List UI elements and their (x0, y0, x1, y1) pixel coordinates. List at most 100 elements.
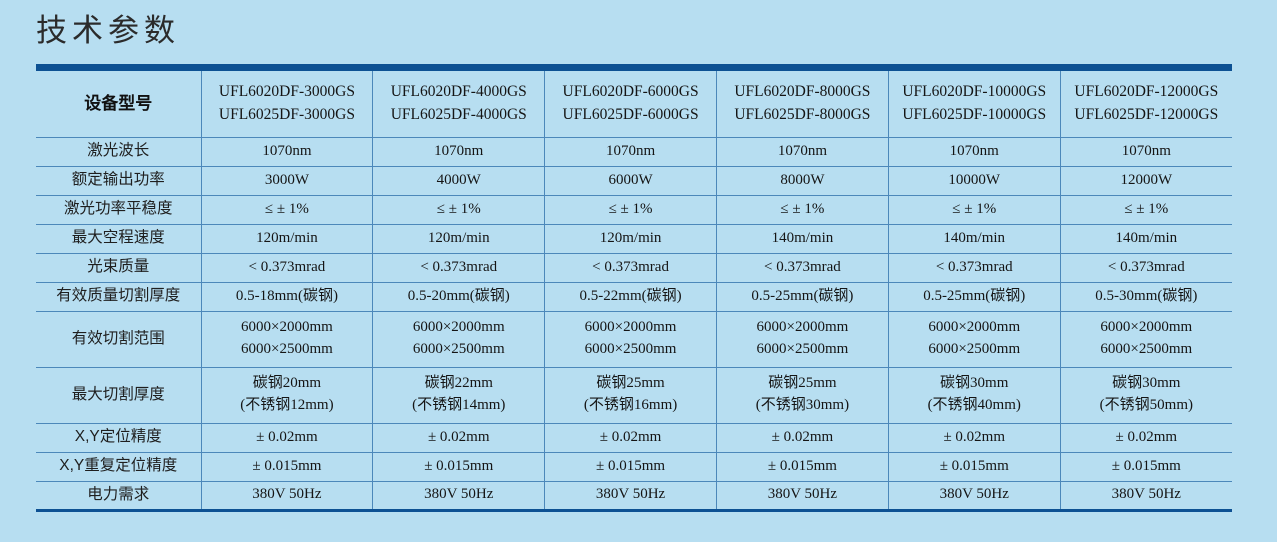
row-label-cell: X,Y重复定位精度 (36, 451, 202, 482)
row-label-cell: 激光功率平稳度 (36, 194, 202, 225)
page-title: 技术参数 (36, 13, 180, 48)
value-cell: 0.5-18mm(碳钢) (200, 281, 374, 312)
value-cell: < 0.373mrad (200, 252, 374, 283)
row-label-cell: 额定输出功率 (36, 165, 202, 196)
value-cell: 6000×2000mm 6000×2500mm (887, 310, 1061, 368)
value-cell: 1070nm (887, 136, 1061, 167)
row-label-cell: 最大空程速度 (36, 223, 202, 254)
table-row-beam-quality: 光束质量 < 0.373mrad < 0.373mrad < 0.373mrad… (36, 252, 1232, 283)
value-cell: ≤ ± 1% (372, 194, 546, 225)
model-header-cell: UFL6020DF-6000GS UFL6025DF-6000GS (544, 71, 717, 138)
value-cell: ≤ ± 1% (544, 194, 717, 225)
table-row-rated-output-power: 额定输出功率 3000W 4000W 6000W 8000W 10000W 12… (36, 165, 1232, 196)
value-cell: ± 0.02mm (372, 422, 546, 453)
value-cell: 碳钢20mm (不锈钢12mm) (200, 366, 374, 424)
value-cell: ± 0.015mm (200, 451, 374, 482)
value-cell: ≤ ± 1% (1059, 194, 1232, 225)
header-row: 设备型号 UFL6020DF-3000GS UFL6025DF-3000GS U… (36, 71, 1232, 138)
value-cell: 120m/min (544, 223, 717, 254)
table-top-bar (36, 64, 1232, 72)
model-header-cell: UFL6020DF-4000GS UFL6025DF-4000GS (372, 71, 546, 138)
value-cell: 1070nm (372, 136, 546, 167)
value-cell: 6000×2000mm 6000×2500mm (1059, 310, 1232, 368)
value-cell: 380V 50Hz (1059, 480, 1232, 511)
value-cell: < 0.373mrad (544, 252, 717, 283)
value-cell: 380V 50Hz (200, 480, 374, 511)
value-cell: ± 0.02mm (1059, 422, 1232, 453)
value-cell: ± 0.02mm (715, 422, 889, 453)
row-label-cell: 有效质量切割厚度 (36, 281, 202, 312)
value-cell: 140m/min (1059, 223, 1232, 254)
value-cell: 碳钢30mm (不锈钢50mm) (1059, 366, 1232, 424)
value-cell: 380V 50Hz (544, 480, 717, 511)
value-cell: 120m/min (200, 223, 374, 254)
value-cell: 碳钢25mm (不锈钢30mm) (715, 366, 889, 424)
model-header-cell: UFL6020DF-8000GS UFL6025DF-8000GS (715, 71, 889, 138)
value-cell: 碳钢30mm (不锈钢40mm) (887, 366, 1061, 424)
model-header-cell: UFL6020DF-10000GS UFL6025DF-10000GS (887, 71, 1061, 138)
value-cell: ± 0.015mm (372, 451, 546, 482)
model-header-cell: UFL6020DF-3000GS UFL6025DF-3000GS (200, 71, 374, 138)
table-row-cutting-range: 有效切割范围 6000×2000mm 6000×2500mm 6000×2000… (36, 310, 1232, 368)
value-cell: 380V 50Hz (715, 480, 889, 511)
value-cell: 0.5-20mm(碳钢) (372, 281, 546, 312)
row-label-cell: 光束质量 (36, 252, 202, 283)
row-label-cell: 最大切割厚度 (36, 366, 202, 424)
table-row-power-requirement: 电力需求 380V 50Hz 380V 50Hz 380V 50Hz 380V … (36, 480, 1232, 511)
value-cell: ≤ ± 1% (887, 194, 1061, 225)
value-cell: ± 0.02mm (887, 422, 1061, 453)
table-row-laser-wavelength: 激光波长 1070nm 1070nm 1070nm 1070nm 1070nm … (36, 136, 1232, 167)
row-label-cell: X,Y定位精度 (36, 422, 202, 453)
value-cell: < 0.373mrad (887, 252, 1061, 283)
table-row-repeat-accuracy: X,Y重复定位精度 ± 0.015mm ± 0.015mm ± 0.015mm … (36, 451, 1232, 482)
spec-table: 设备型号 UFL6020DF-3000GS UFL6025DF-3000GS U… (36, 71, 1232, 512)
value-cell: ± 0.015mm (887, 451, 1061, 482)
table-row-power-stability: 激光功率平稳度 ≤ ± 1% ≤ ± 1% ≤ ± 1% ≤ ± 1% ≤ ± … (36, 194, 1232, 225)
value-cell: 120m/min (372, 223, 546, 254)
value-cell: 1070nm (1059, 136, 1232, 167)
value-cell: 1070nm (200, 136, 374, 167)
value-cell: 3000W (200, 165, 374, 196)
value-cell: 1070nm (544, 136, 717, 167)
value-cell: < 0.373mrad (372, 252, 546, 283)
value-cell: 0.5-22mm(碳钢) (544, 281, 717, 312)
value-cell: 6000W (544, 165, 717, 196)
value-cell: ± 0.015mm (715, 451, 889, 482)
value-cell: 6000×2000mm 6000×2500mm (200, 310, 374, 368)
table-row-max-cut-thickness: 最大切割厚度 碳钢20mm (不锈钢12mm) 碳钢22mm (不锈钢14mm)… (36, 366, 1232, 424)
value-cell: 碳钢22mm (不锈钢14mm) (372, 366, 546, 424)
value-cell: 140m/min (887, 223, 1061, 254)
page: 技术参数 设备型号 UFL6020DF-3000GS UFL6025DF-300… (36, 13, 1232, 512)
row-label-cell: 激光波长 (36, 136, 202, 167)
table-row-positioning-accuracy: X,Y定位精度 ± 0.02mm ± 0.02mm ± 0.02mm ± 0.0… (36, 422, 1232, 453)
value-cell: 0.5-30mm(碳钢) (1059, 281, 1232, 312)
value-cell: < 0.373mrad (715, 252, 889, 283)
value-cell: 6000×2000mm 6000×2500mm (544, 310, 717, 368)
value-cell: 140m/min (715, 223, 889, 254)
value-cell: 1070nm (715, 136, 889, 167)
value-cell: ± 0.015mm (1059, 451, 1232, 482)
value-cell: 380V 50Hz (372, 480, 546, 511)
value-cell: 12000W (1059, 165, 1232, 196)
value-cell: 8000W (715, 165, 889, 196)
value-cell: 380V 50Hz (887, 480, 1061, 511)
model-header-cell: UFL6020DF-12000GS UFL6025DF-12000GS (1059, 71, 1232, 138)
value-cell: ± 0.02mm (544, 422, 717, 453)
value-cell: ± 0.015mm (544, 451, 717, 482)
value-cell: ± 0.02mm (200, 422, 374, 453)
value-cell: < 0.373mrad (1059, 252, 1232, 283)
table-row-max-travel-speed: 最大空程速度 120m/min 120m/min 120m/min 140m/m… (36, 223, 1232, 254)
value-cell: 10000W (887, 165, 1061, 196)
table-row-quality-cut-thickness: 有效质量切割厚度 0.5-18mm(碳钢) 0.5-20mm(碳钢) 0.5-2… (36, 281, 1232, 312)
value-cell: 碳钢25mm (不锈钢16mm) (544, 366, 717, 424)
value-cell: 0.5-25mm(碳钢) (715, 281, 889, 312)
row-label-cell: 有效切割范围 (36, 310, 202, 368)
value-cell: 6000×2000mm 6000×2500mm (372, 310, 546, 368)
row-label-cell: 电力需求 (36, 480, 202, 511)
value-cell: ≤ ± 1% (715, 194, 889, 225)
value-cell: 4000W (372, 165, 546, 196)
value-cell: ≤ ± 1% (200, 194, 374, 225)
value-cell: 0.5-25mm(碳钢) (887, 281, 1061, 312)
value-cell: 6000×2000mm 6000×2500mm (715, 310, 889, 368)
corner-header-cell: 设备型号 (36, 71, 202, 138)
